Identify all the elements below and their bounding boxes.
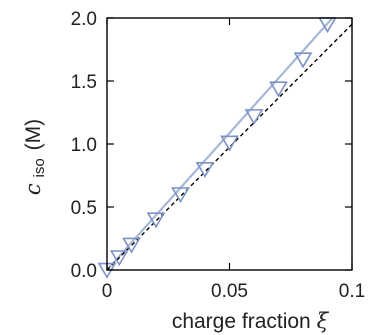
data-point (293, 52, 313, 69)
data-point (146, 212, 166, 229)
data-point (171, 187, 190, 204)
axes (106, 17, 353, 271)
solid-fit-line (107, 18, 334, 270)
y-axis-title: c iso (M) (21, 119, 49, 195)
y-tick-label: 2.0 (71, 9, 97, 30)
y-tick-label: 0.0 (71, 261, 97, 282)
y-tick-label: 0.5 (71, 198, 97, 219)
x-tick-label: 0 (102, 281, 113, 302)
data-point (195, 162, 215, 178)
data-point (122, 237, 141, 254)
fit-lines (107, 18, 352, 270)
y-tick-label: 1.5 (71, 72, 97, 93)
y-axis-unit: (M) (22, 119, 45, 150)
tick-labels: 0 0.05 0.1 0.0 0.5 1.0 1.5 2.0 (71, 9, 366, 302)
data-point (269, 81, 288, 98)
x-tick-label: 0.1 (339, 281, 365, 302)
data-point (220, 135, 239, 152)
x-axis-title: charge fraction ξ (172, 309, 330, 333)
data-point (109, 250, 129, 267)
dashed-fit-line (107, 23, 352, 270)
data-point (244, 109, 264, 126)
y-axis-symbol: c (21, 183, 45, 195)
y-tick-label: 1.0 (71, 135, 97, 156)
x-tick-label: 0.05 (211, 281, 248, 302)
y-axis-subscript: iso (31, 158, 48, 177)
x-axis-symbol: ξ (317, 309, 330, 333)
x-axis-label: charge fraction (172, 310, 311, 333)
